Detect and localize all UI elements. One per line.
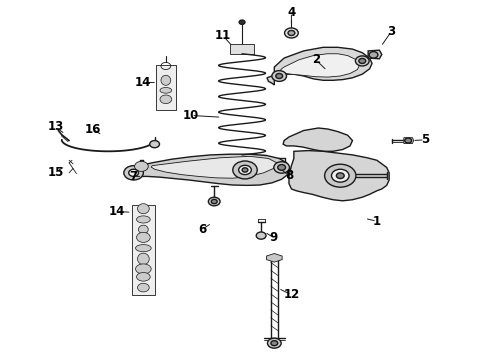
Circle shape [124,166,144,180]
Circle shape [135,161,148,171]
Circle shape [278,165,286,170]
Ellipse shape [160,95,172,104]
Circle shape [129,169,139,176]
Text: 11: 11 [215,29,231,42]
Circle shape [276,73,283,78]
FancyBboxPatch shape [132,205,155,295]
Circle shape [256,232,266,239]
FancyBboxPatch shape [156,65,175,110]
Text: 7: 7 [129,170,138,183]
Polygon shape [404,138,414,143]
Polygon shape [368,50,382,59]
Text: 10: 10 [183,109,199,122]
Circle shape [359,58,366,63]
Circle shape [233,161,257,179]
FancyBboxPatch shape [230,44,254,54]
Text: 12: 12 [283,288,299,301]
Circle shape [211,199,217,204]
Circle shape [239,165,251,175]
Ellipse shape [136,264,151,274]
Ellipse shape [136,244,151,252]
Circle shape [208,197,220,206]
Circle shape [331,169,349,182]
Ellipse shape [160,87,172,93]
Polygon shape [267,253,282,262]
Circle shape [325,164,356,187]
Polygon shape [151,156,277,178]
Text: 1: 1 [373,215,381,228]
Text: 16: 16 [84,122,101,136]
Polygon shape [283,128,352,151]
Circle shape [239,20,245,24]
Ellipse shape [138,204,149,214]
Circle shape [242,168,248,172]
Text: 6: 6 [198,223,206,236]
Text: 14: 14 [135,76,151,89]
Polygon shape [279,54,360,77]
Circle shape [274,162,290,173]
Text: 9: 9 [269,231,277,244]
Text: 15: 15 [47,166,64,179]
Text: 5: 5 [421,133,429,146]
Ellipse shape [137,216,150,223]
Circle shape [288,31,295,36]
Circle shape [272,71,287,81]
Polygon shape [267,47,372,85]
Text: 14: 14 [109,205,125,218]
Circle shape [268,338,281,348]
Ellipse shape [137,232,150,242]
Circle shape [285,28,298,38]
Text: 2: 2 [312,53,320,66]
Text: 8: 8 [285,169,293,182]
Ellipse shape [137,273,150,281]
Circle shape [355,56,369,66]
Text: 4: 4 [287,6,295,19]
Circle shape [369,51,378,58]
Circle shape [271,341,278,346]
Ellipse shape [138,253,149,265]
Text: 13: 13 [48,121,64,134]
Ellipse shape [139,225,148,234]
Circle shape [336,173,344,179]
Circle shape [150,140,159,148]
Polygon shape [289,150,389,201]
Ellipse shape [138,283,149,292]
Circle shape [405,138,412,143]
Polygon shape [130,154,290,185]
Text: 3: 3 [388,25,395,38]
Ellipse shape [161,75,171,85]
